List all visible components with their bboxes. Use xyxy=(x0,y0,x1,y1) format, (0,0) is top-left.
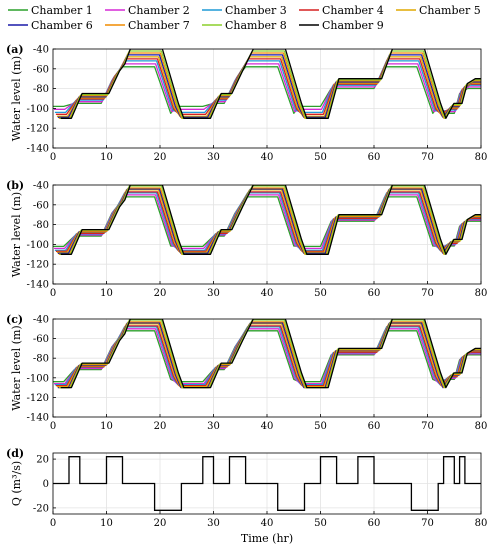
y-tick-label: -140 xyxy=(27,413,49,424)
x-tick-label: 10 xyxy=(100,288,113,299)
panel-tag: (b) xyxy=(6,179,24,192)
y-tick-label: -140 xyxy=(27,280,49,291)
x-tick-label: 60 xyxy=(368,518,381,529)
x-axis-label: Time (hr) xyxy=(241,532,293,545)
y-tick-label: -80 xyxy=(33,84,49,95)
legend-label: Chamber 4 xyxy=(322,4,384,17)
x-tick-label: 80 xyxy=(475,152,488,163)
series-line xyxy=(60,49,481,119)
y-tick-label: -120 xyxy=(27,393,49,404)
x-tick-label: 10 xyxy=(100,152,113,163)
series-line xyxy=(54,328,481,385)
x-tick-label: 0 xyxy=(50,421,56,432)
panel-1: 0 10 20 30 40 50 60 70 80 -40 -60 -80 -100 -120 -140 (a… xyxy=(6,43,488,163)
y-tick-label: -100 xyxy=(27,104,49,115)
x-tick-label: 20 xyxy=(154,288,167,299)
x-tick-label: 50 xyxy=(314,421,327,432)
series-line xyxy=(59,185,481,255)
legend-label: Chamber 2 xyxy=(128,4,190,17)
x-tick-label: 20 xyxy=(154,518,167,529)
y-tick-label: -140 xyxy=(27,144,49,155)
series-line xyxy=(54,194,481,250)
y-tick-label: -80 xyxy=(33,354,49,365)
y-tick-label: -120 xyxy=(27,124,49,135)
series-group xyxy=(53,456,481,511)
x-tick-label: 20 xyxy=(154,421,167,432)
x-tick-label: 50 xyxy=(314,518,327,529)
series-line xyxy=(60,185,481,255)
x-tick-label: 60 xyxy=(368,421,381,432)
legend: Chamber 1 Chamber 2 Chamber 3 Chamber 4 Cham… xyxy=(8,4,481,32)
legend-label: Chamber 3 xyxy=(225,4,287,17)
x-tick-label: 80 xyxy=(475,518,488,529)
series-line xyxy=(59,319,481,389)
x-tick-label: 40 xyxy=(261,288,274,299)
y-tick-label: -120 xyxy=(27,260,49,271)
y-tick-label: -60 xyxy=(33,64,49,75)
series-line xyxy=(60,319,481,389)
legend-label: Chamber 5 xyxy=(419,4,481,17)
y-tick-label: -100 xyxy=(27,240,49,251)
y-tick-label: -20 xyxy=(33,503,49,514)
panels: 0 10 20 30 40 50 60 70 80 -40 -60 -80 -100 -120 -140 (a… xyxy=(6,43,488,545)
y-tick-label: -80 xyxy=(33,220,49,231)
legend-label: Chamber 1 xyxy=(31,4,93,17)
x-tick-label: 0 xyxy=(50,152,56,163)
x-tick-label: 70 xyxy=(421,288,434,299)
y-axis-label: Water level (m) xyxy=(10,56,23,141)
y-tick-label: 20 xyxy=(36,455,49,466)
x-tick-label: 0 xyxy=(50,288,56,299)
y-tick-label: -60 xyxy=(33,200,49,211)
series-group xyxy=(53,185,481,255)
series-group xyxy=(53,319,481,389)
y-tick-label: -40 xyxy=(33,315,49,326)
x-tick-label: 50 xyxy=(314,288,327,299)
x-tick-label: 0 xyxy=(50,518,56,529)
series-group xyxy=(53,49,481,119)
x-tick-label: 40 xyxy=(261,421,274,432)
x-tick-label: 30 xyxy=(207,518,220,529)
x-tick-label: 70 xyxy=(421,152,434,163)
x-tick-label: 20 xyxy=(154,152,167,163)
x-tick-label: 50 xyxy=(314,152,327,163)
panel-tag: (d) xyxy=(6,447,24,460)
x-tick-label: 70 xyxy=(421,518,434,529)
y-axis-label: Water level (m) xyxy=(10,192,23,277)
x-tick-label: 70 xyxy=(421,421,434,432)
x-tick-label: 80 xyxy=(475,288,488,299)
x-tick-label: 30 xyxy=(207,421,220,432)
y-axis-label: Water level (m) xyxy=(10,325,23,410)
panel-2: 0 10 20 30 40 50 60 70 80 -40 -60 -80 -100 -120 -140 (b… xyxy=(6,179,488,299)
x-tick-label: 30 xyxy=(207,152,220,163)
y-tick-label: -60 xyxy=(33,334,49,345)
x-tick-label: 60 xyxy=(368,288,381,299)
legend-label: Chamber 6 xyxy=(31,19,93,32)
legend-label: Chamber 9 xyxy=(322,19,384,32)
legend-label: Chamber 8 xyxy=(225,19,287,32)
y-tick-label: 0 xyxy=(43,479,49,490)
panel-tag: (c) xyxy=(6,313,23,326)
x-tick-label: 10 xyxy=(100,421,113,432)
x-tick-label: 30 xyxy=(207,288,220,299)
legend-label: Chamber 7 xyxy=(128,19,190,32)
y-tick-label: -40 xyxy=(33,181,49,192)
panel-3: 0 10 20 30 40 50 60 70 80 -40 -60 -80 -100 -120 -140 (c… xyxy=(6,313,488,432)
x-tick-label: 60 xyxy=(368,152,381,163)
x-tick-label: 80 xyxy=(475,421,488,432)
x-tick-label: 10 xyxy=(100,518,113,529)
y-axis-label: Q (m³/s) xyxy=(10,461,23,506)
y-tick-label: -100 xyxy=(27,373,49,384)
x-tick-label: 40 xyxy=(261,152,274,163)
x-tick-label: 40 xyxy=(261,518,274,529)
y-tick-label: -40 xyxy=(33,45,49,56)
panel-tag: (a) xyxy=(6,43,24,56)
series-line xyxy=(53,456,481,511)
